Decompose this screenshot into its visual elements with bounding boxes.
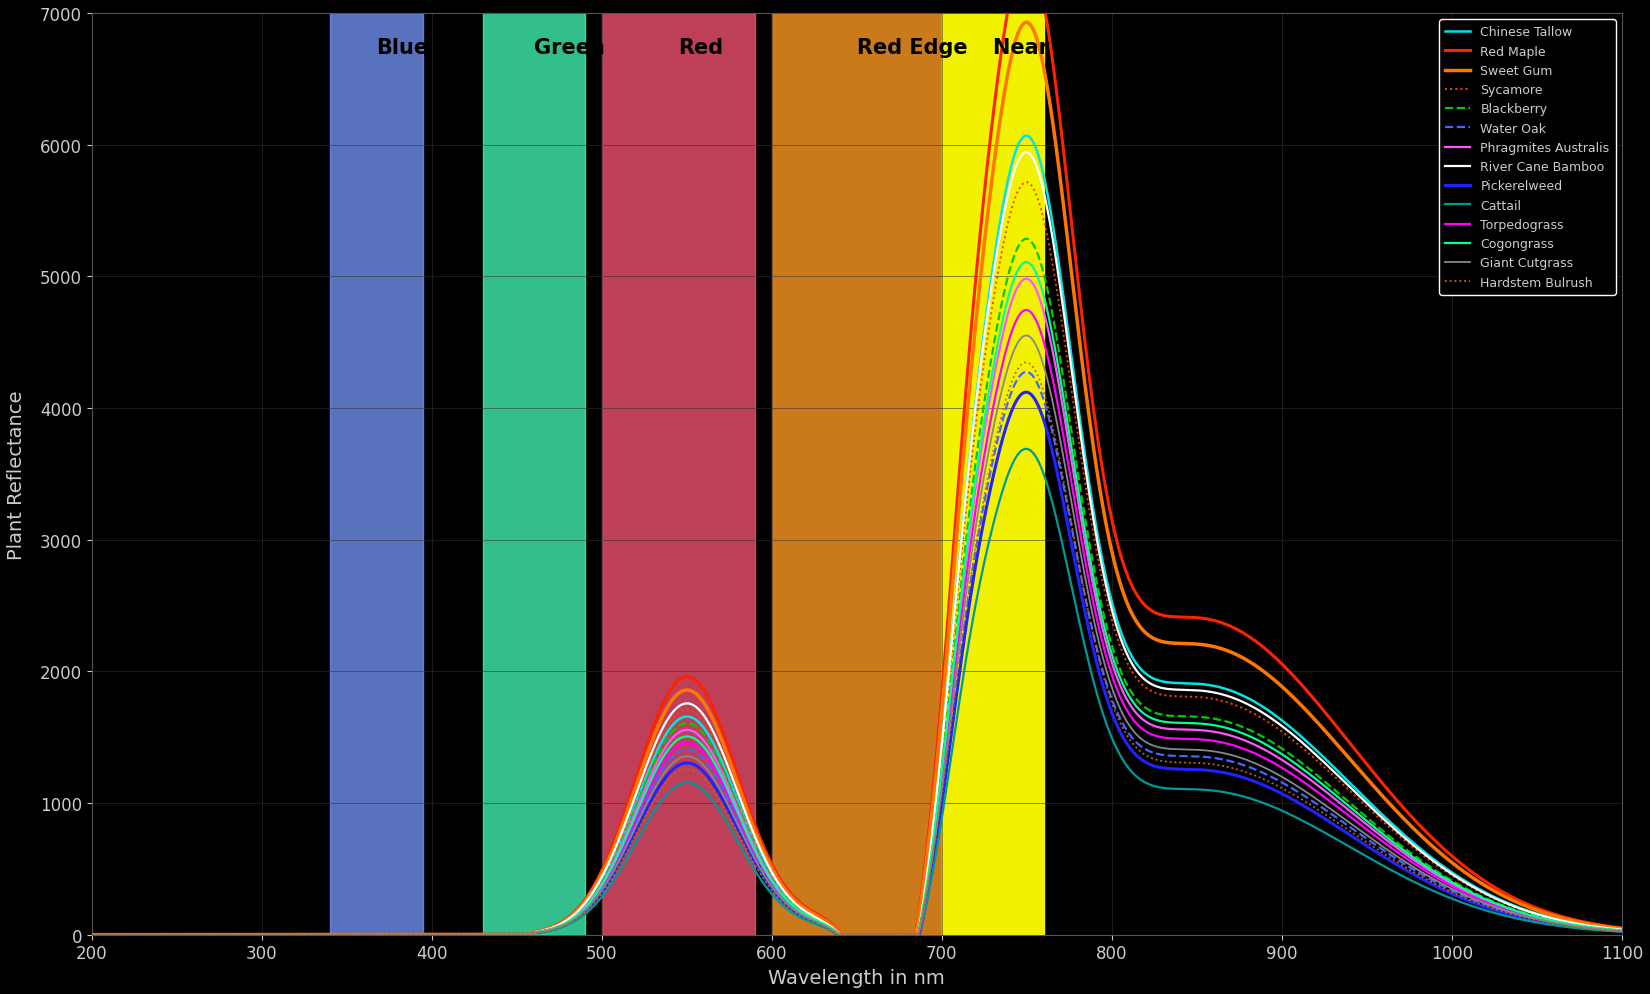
Text: Red Edge: Red Edge [856,38,967,58]
Bar [602,14,754,934]
Legend: Chinese Tallow, Red Maple, Sweet Gum, Sycamore, Blackberry, Water Oak, Phragmite: Chinese Tallow, Red Maple, Sweet Gum, Sy… [1439,20,1615,295]
Bar [772,14,942,934]
Bar [483,14,584,934]
Text: Red: Red [678,38,723,58]
Text: Near Infr: Near Infr [993,38,1099,58]
Y-axis label: Plant Reflectance: Plant Reflectance [7,390,26,559]
Bar [330,14,424,934]
X-axis label: Wavelength in nm: Wavelength in nm [769,968,945,987]
Text: Blue: Blue [376,38,429,58]
Text: Green: Green [533,38,604,58]
Bar [942,14,1044,934]
